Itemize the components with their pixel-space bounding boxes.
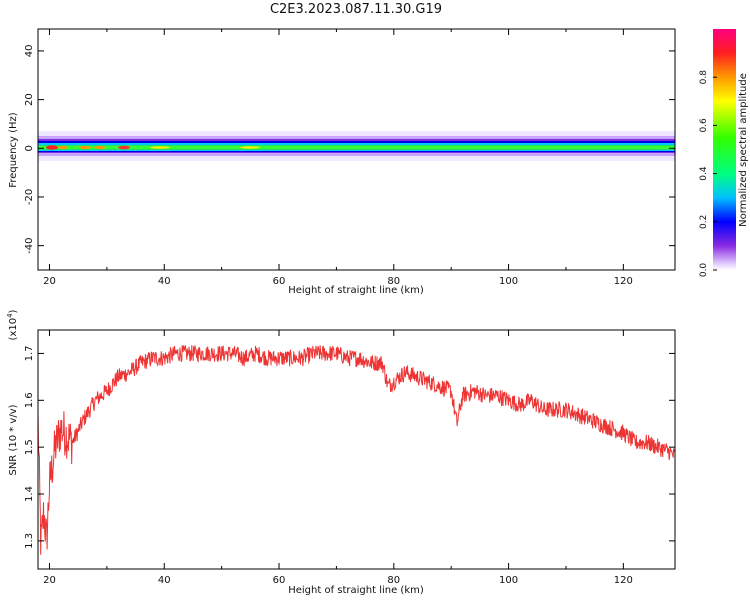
x-tick-label: 80 xyxy=(387,575,400,586)
y-tick-label: 1.5 xyxy=(24,439,35,455)
x-tick-label: 20 xyxy=(43,575,56,586)
heatmap-xlabel: Height of straight line (km) xyxy=(288,285,424,296)
snr-panel: 20 40 60 80 100 120 1.3 1.4 1.5 1.6 1.7 Height of … xyxy=(6,309,676,596)
colorbar-ticks: 0.0 0.2 0.4 0.6 0.8 xyxy=(699,70,717,277)
colorbar: 0.0 0.2 0.4 0.6 0.8 Normalized spectral ampl… xyxy=(699,29,749,277)
y-tick-label: -20 xyxy=(24,189,35,205)
hotspot-red xyxy=(118,145,130,150)
snr-axes: 20 40 60 80 100 120 1.3 1.4 1.5 1.6 1.7 xyxy=(24,330,675,586)
colorbar-tick-label: 0.8 xyxy=(699,70,709,85)
y-tick-label: 0 xyxy=(24,145,35,151)
chart-title: C2E3.2023.087.11.30.G19 xyxy=(269,2,443,17)
x-tick-label: 40 xyxy=(158,276,171,287)
heatmap-ylabel: Frequency (Hz) xyxy=(8,112,19,188)
colorbar-tick-label: 0.0 xyxy=(699,263,709,278)
heatmap-panel: 20 40 60 80 100 120 -40 -20 0 20 40 Height of stra… xyxy=(8,28,676,296)
y-tick-label: 40 xyxy=(24,45,35,58)
x-tick-label: 100 xyxy=(499,276,518,287)
colorbar-tick-label: 0.2 xyxy=(699,215,709,229)
hotspot-yellow xyxy=(150,146,170,149)
hotspot-orange xyxy=(79,145,91,150)
snr-frame xyxy=(37,329,676,570)
x-tick-label: 60 xyxy=(273,575,286,586)
hotspot-red xyxy=(46,145,58,150)
band-core xyxy=(38,146,675,149)
x-tick-label: 80 xyxy=(387,276,400,287)
snr-series-line xyxy=(38,345,675,555)
snr-scale-label: (x104) xyxy=(6,309,19,340)
heatmap-frame xyxy=(37,28,676,271)
y-tick-label: -40 xyxy=(24,237,35,253)
colorbar-gradient xyxy=(713,29,736,270)
snr-ylabel: SNR (10 * v/v) xyxy=(8,404,19,475)
colorbar-tick-label: 0.4 xyxy=(699,166,709,181)
colorbar-tick-label: 0.6 xyxy=(699,118,709,133)
y-tick-label: 1.4 xyxy=(24,486,35,502)
hotspot-yellow xyxy=(240,146,260,149)
x-tick-label: 120 xyxy=(614,276,633,287)
x-tick-label: 40 xyxy=(158,575,171,586)
hotspot-orange xyxy=(94,146,106,149)
x-tick-label: 20 xyxy=(43,276,56,287)
heatmap-axes: 20 40 60 80 100 120 -40 -20 0 20 40 xyxy=(24,29,675,287)
y-tick-label: 1.7 xyxy=(24,345,35,361)
x-tick-label: 120 xyxy=(614,575,633,586)
y-tick-label: 20 xyxy=(24,93,35,106)
hotspot-orange xyxy=(58,145,68,150)
snr-xlabel: Height of straight line (km) xyxy=(288,585,424,596)
colorbar-label: Normalized spectral amplitude xyxy=(738,73,749,227)
x-tick-label: 60 xyxy=(273,276,286,287)
heatmap-band xyxy=(38,131,675,161)
y-tick-label: 1.3 xyxy=(24,533,35,549)
x-tick-label: 100 xyxy=(499,575,518,586)
y-tick-label: 1.6 xyxy=(24,392,35,408)
